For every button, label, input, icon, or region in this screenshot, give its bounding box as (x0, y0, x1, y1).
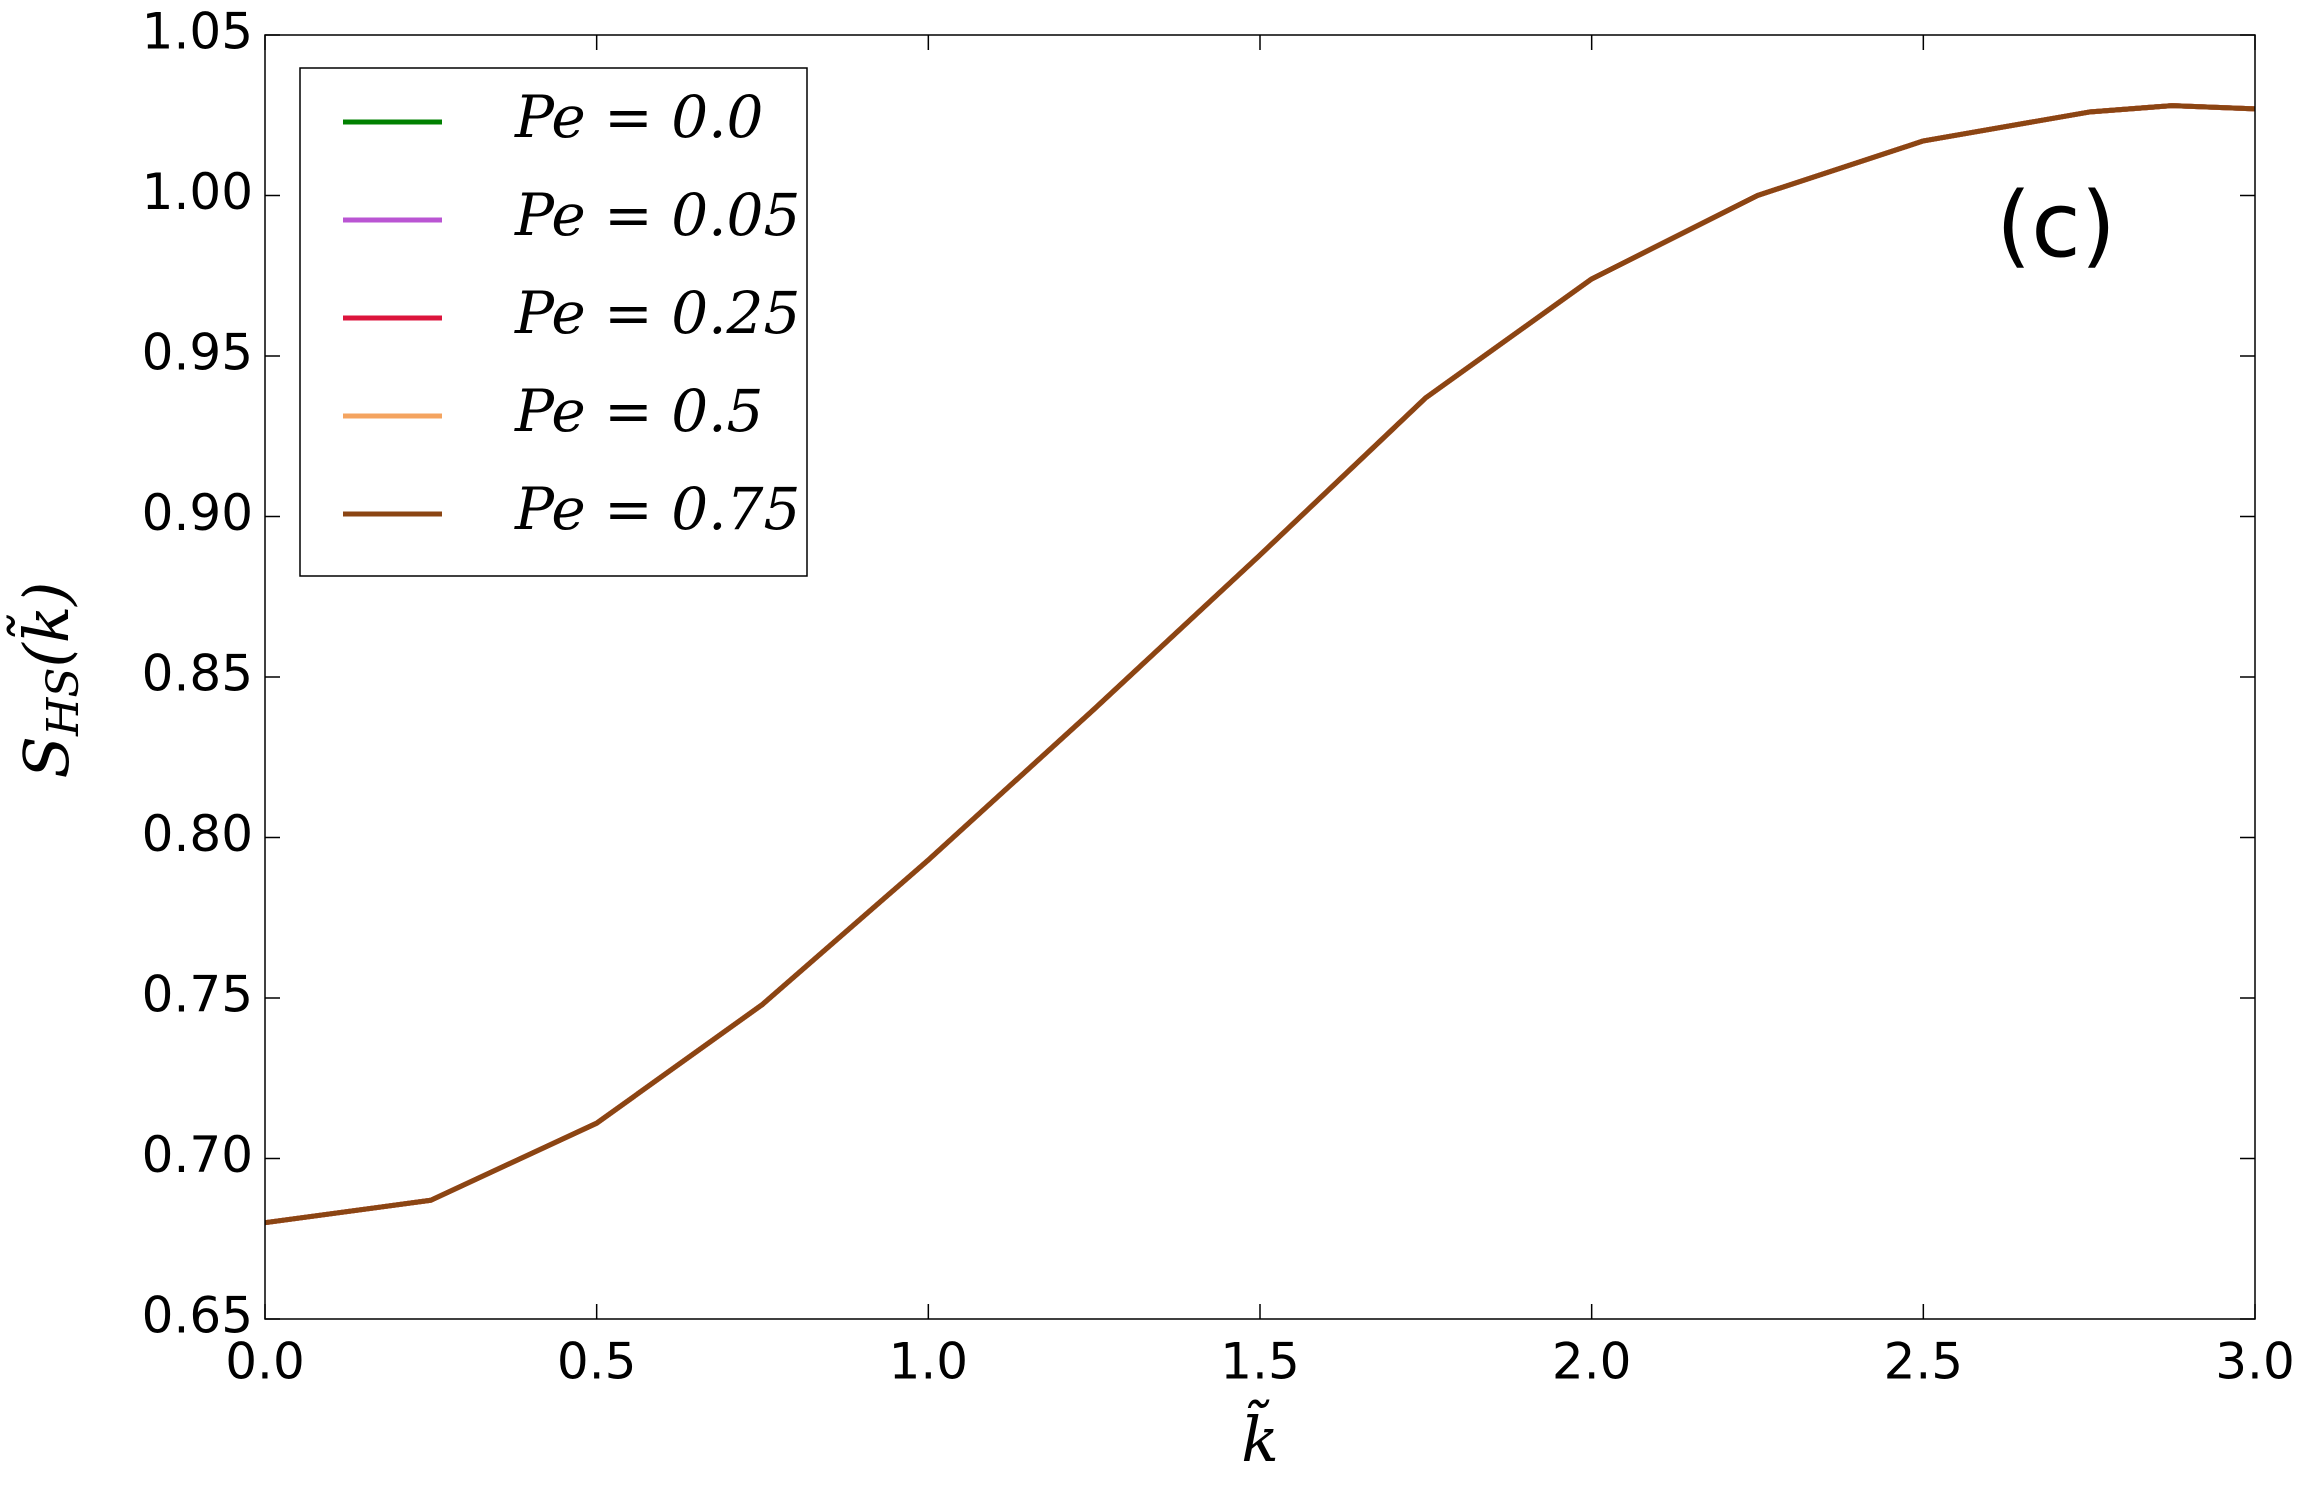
plot-frame (264, 34, 2256, 1320)
y-tick-label: 0.90 (142, 484, 253, 542)
y-label-base: S (10, 736, 83, 778)
y-label-arg: (k̃) (6, 582, 83, 668)
y-axis-label: SHS(k̃) (6, 582, 89, 779)
legend: Pe = 0.0 Pe = 0.05 Pe = 0.25 Pe = 0.5 Pe = 0… (299, 67, 808, 577)
x-tick-label: 2.0 (1552, 1333, 1632, 1391)
x-tick-label: 0.5 (557, 1333, 637, 1391)
legend-label: Pe = 0.05 (514, 181, 800, 249)
y-tick-label: 1.05 (142, 3, 253, 61)
panel-annotation: (c) (1996, 173, 2116, 278)
legend-label: Pe = 0.25 (514, 279, 800, 347)
y-tick-label: 0.85 (142, 645, 253, 703)
legend-label: Pe = 0.5 (514, 377, 763, 445)
y-tick-label: 0.80 (142, 805, 253, 863)
legend-box (299, 67, 808, 577)
series-line (264, 103, 2256, 1226)
x-tick-label: 1.0 (889, 1333, 969, 1391)
y-tick-label: 0.65 (142, 1287, 253, 1345)
y-tick-label: 1.00 (142, 163, 253, 221)
x-tick-label: 2.5 (1884, 1333, 1964, 1391)
x-tick-label: 0.0 (225, 1333, 305, 1391)
legend-label: Pe = 0.75 (514, 475, 800, 543)
y-tick-label: 0.70 (142, 1126, 253, 1184)
y-label-sub: HS (38, 667, 89, 737)
y-tick-label: 0.75 (142, 966, 253, 1024)
x-axis-label: k̃ (1241, 1399, 1279, 1476)
x-tick-label: 1.5 (1220, 1333, 1300, 1391)
x-tick-label: 3.0 (2215, 1333, 2295, 1391)
y-tick-label: 0.95 (142, 324, 253, 382)
legend-label: Pe = 0.0 (514, 83, 763, 151)
